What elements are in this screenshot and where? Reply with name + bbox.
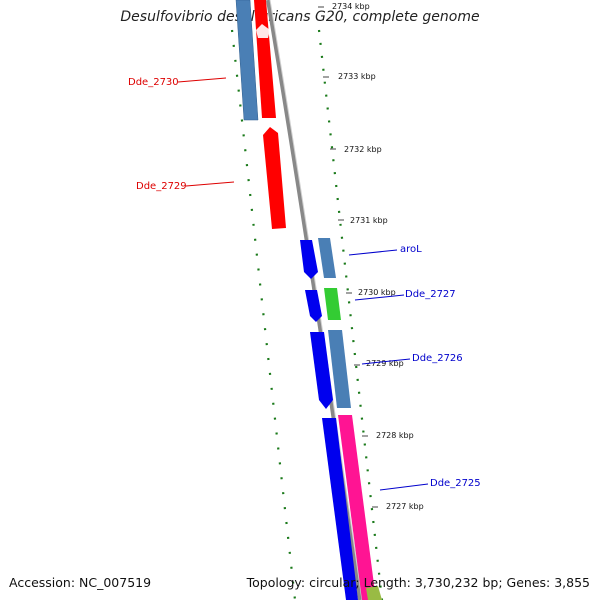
genome-summary: Topology: circular; Length: 3,730,232 bp… <box>246 575 590 590</box>
accession-text: Accession: NC_007519 <box>9 575 152 590</box>
tick-label: 2732 kbp <box>344 145 382 154</box>
gene-feature-aroL[interactable] <box>300 240 318 279</box>
tick-label: 2727 kbp <box>386 502 424 511</box>
gene-feature-pink <box>338 415 376 600</box>
gene-feature-steelblue-arol <box>318 238 336 278</box>
label-leader <box>177 77 227 83</box>
gene-feature-steelblue-top <box>235 0 259 121</box>
gene-feature-dde-2729[interactable] <box>263 127 286 229</box>
gene-feature-green <box>324 288 341 320</box>
gene-label-dde-2729[interactable]: Dde_2729 <box>136 181 187 192</box>
gc-content-track-inner <box>230 29 297 600</box>
tick-label: 2729 kbp <box>366 359 404 368</box>
map-title: Desulfovibrio desulfuricans G20, complet… <box>120 9 480 25</box>
gene-label-dde-2730[interactable]: Dde_2730 <box>128 77 179 88</box>
gene-arrow-mark <box>256 24 270 38</box>
gene-label-dde-2726[interactable]: Dde_2726 <box>412 353 463 364</box>
gene-feature-dde-2726[interactable] <box>310 332 333 409</box>
gene-label-dde-2727[interactable]: Dde_2727 <box>405 289 456 300</box>
label-leader <box>379 483 429 491</box>
label-leader <box>185 181 235 187</box>
tick-label: 2731 kbp <box>350 216 388 225</box>
gc-content-track-outer <box>317 29 384 600</box>
gene-feature-olive <box>366 586 382 600</box>
tick-marks <box>318 6 378 508</box>
tick-label: 2733 kbp <box>338 72 376 81</box>
label-leader <box>348 249 398 256</box>
gene-label-arol[interactable]: aroL <box>400 244 422 255</box>
gene-feature-dde-2725[interactable] <box>322 418 358 600</box>
tick-label: 2728 kbp <box>376 431 414 440</box>
tick-label: 2734 kbp <box>332 2 370 11</box>
gene-feature-steelblue-2726 <box>328 330 351 408</box>
label-leader <box>354 294 405 301</box>
label-leader <box>361 358 411 365</box>
gene-feature-dde-2727[interactable] <box>305 290 322 322</box>
gene-label-dde-2725[interactable]: Dde_2725 <box>430 478 481 489</box>
tick-label: 2730 kbp <box>358 288 396 297</box>
